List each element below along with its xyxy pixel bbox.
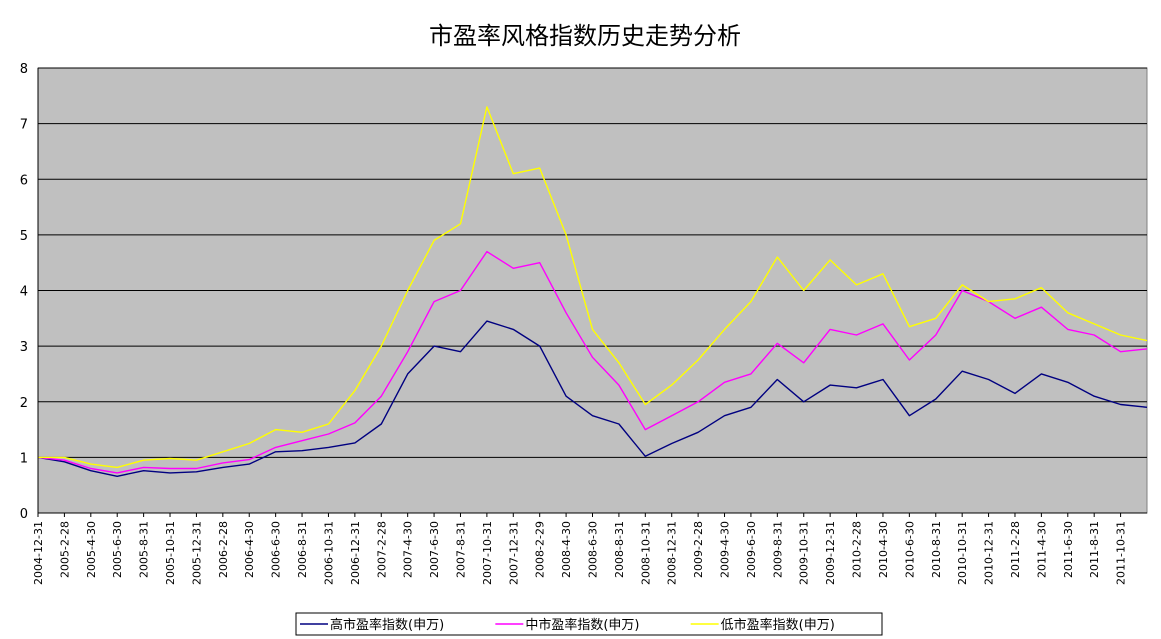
x-tick-label: 2009-2-28 — [692, 521, 705, 578]
series-lines — [37, 106, 1148, 477]
x-tick-label: 2007-10-31 — [481, 521, 494, 585]
y-tick-label: 0 — [20, 507, 28, 522]
x-tick-label: 2009-12-31 — [824, 521, 837, 585]
series-line-1 — [37, 250, 1148, 474]
x-tick-label: 2007-6-30 — [428, 521, 441, 578]
x-tick-label: 2006-12-31 — [349, 521, 362, 585]
x-tick-label: 2008-12-31 — [666, 521, 679, 585]
y-tick-label: 2 — [20, 396, 28, 411]
x-tick-label: 2011-2-28 — [1009, 521, 1022, 578]
x-tick-label: 2011-6-30 — [1062, 521, 1075, 578]
x-tick-label: 2008-8-31 — [613, 521, 626, 578]
x-tick-label: 2007-8-31 — [454, 521, 467, 578]
x-tick-label: 2006-10-31 — [322, 521, 335, 585]
x-tick-label: 2009-6-30 — [745, 521, 758, 578]
y-tick-labels: 0 1 2 3 4 5 6 7 8 — [20, 62, 28, 522]
y-tick-label: 4 — [20, 285, 28, 300]
x-tick-label: 2011-10-31 — [1115, 521, 1128, 585]
y-tick-label: 3 — [20, 340, 28, 355]
x-tick-label: 2006-6-30 — [270, 521, 283, 578]
x-tick-label: 2008-6-30 — [587, 521, 600, 578]
legend-label: 中市盈率指数(申万) — [525, 617, 639, 633]
x-tick-label: 2010-8-31 — [930, 521, 943, 578]
legend-label: 高市盈率指数(申万) — [330, 617, 444, 633]
y-tick-label: 1 — [20, 451, 28, 466]
x-tick-label: 2010-12-31 — [983, 521, 996, 585]
x-tick-label: 2007-12-31 — [507, 521, 520, 585]
x-tick-label: 2010-2-28 — [851, 521, 864, 578]
x-tick-label: 2006-2-28 — [217, 521, 230, 578]
x-tick-label: 2008-4-30 — [560, 521, 573, 578]
x-tick-label: 2011-8-31 — [1088, 521, 1101, 578]
x-tick-label: 2005-12-31 — [190, 521, 203, 585]
x-tick-label: 2004-12-31 — [32, 521, 45, 585]
legend-box — [295, 612, 883, 636]
series-line-0 — [37, 320, 1148, 477]
x-tick-label: 2007-4-30 — [402, 521, 415, 578]
x-tick-label: 2008-2-29 — [534, 521, 547, 578]
y-tick-label: 8 — [20, 62, 28, 77]
legend-label: 低市盈率指数(申万) — [721, 617, 835, 633]
x-tick-label: 2009-10-31 — [798, 521, 811, 585]
x-tick-label: 2005-2-28 — [58, 521, 71, 578]
y-tick-label: 5 — [20, 229, 28, 244]
chart-title: 市盈率风格指数历史走势分析 — [429, 22, 741, 50]
x-tick-label: 2010-4-30 — [877, 521, 890, 578]
y-tick-label: 7 — [20, 118, 28, 133]
x-tick-label: 2008-10-31 — [639, 521, 652, 585]
x-tick-label: 2009-8-31 — [771, 521, 784, 578]
x-tick-label: 2005-10-31 — [164, 521, 177, 585]
x-tick-label: 2006-8-31 — [296, 521, 309, 578]
legend: 高市盈率指数(申万) 中市盈率指数(申万) 低市盈率指数(申万) — [295, 612, 883, 636]
x-tick-label: 2009-4-30 — [719, 521, 732, 578]
x-tick-label: 2005-4-30 — [85, 521, 98, 578]
x-tick-label: 2011-4-30 — [1035, 521, 1048, 578]
grid-lines — [38, 67, 1147, 458]
y-tick-label: 6 — [20, 173, 28, 188]
x-tick-label: 2005-8-31 — [138, 521, 151, 578]
x-tick-label: 2010-6-30 — [903, 521, 916, 578]
x-tick-label: 2005-6-30 — [111, 521, 124, 578]
x-tick-labels: 2004-12-31 2005-2-28 2005-4-30 2005-6-30 200… — [32, 521, 1128, 585]
x-tick-label: 2007-2-28 — [375, 521, 388, 578]
x-tick-label: 2006-4-30 — [243, 521, 256, 578]
axes — [37, 68, 1147, 517]
series-line-2 — [38, 106, 1148, 469]
x-tick-label: 2010-10-31 — [956, 521, 969, 585]
